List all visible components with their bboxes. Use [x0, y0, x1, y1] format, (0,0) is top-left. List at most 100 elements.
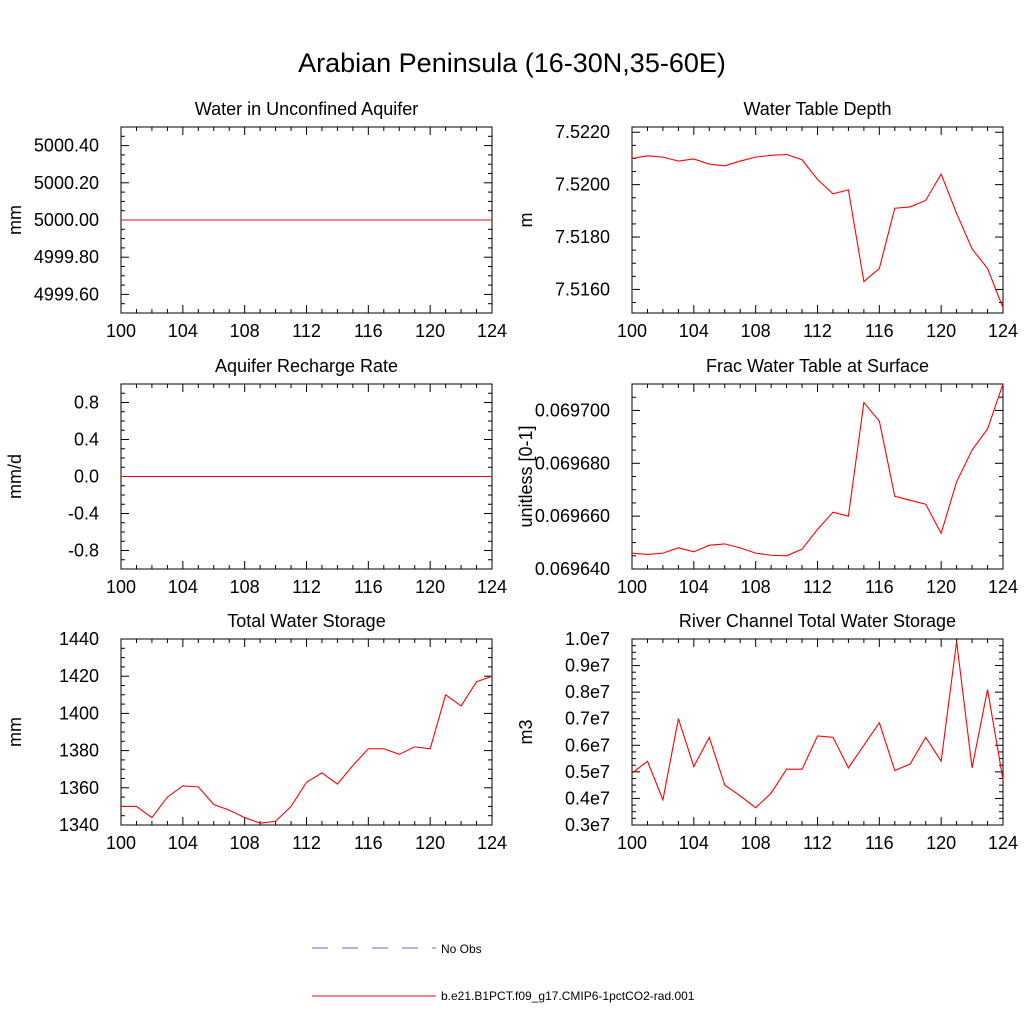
- y-tick-label: 0.9e7: [565, 656, 610, 676]
- y-axis-label: mm: [5, 205, 25, 235]
- panel-title: Water in Unconfined Aquifer: [195, 99, 418, 119]
- x-tick-label: 112: [803, 833, 832, 853]
- y-axis-label: unitless [0-1]: [516, 425, 536, 527]
- series-line: [631, 641, 1004, 809]
- y-tick-label: -0.4: [68, 504, 99, 524]
- x-tick-label: 104: [679, 833, 709, 853]
- x-tick-label: 104: [168, 577, 198, 597]
- series-line: [631, 383, 1004, 557]
- chart-panel-2: Water Table Depth m 100 104 108 112 116 120 124 7…: [516, 99, 1018, 341]
- y-tick-label: 0.7e7: [565, 709, 610, 729]
- plot-frame: [631, 126, 1004, 314]
- y-tick-label: 7.5200: [555, 175, 610, 195]
- y-tick-label: 4999.60: [34, 284, 99, 304]
- x-tick-label: 120: [926, 833, 956, 853]
- x-tick-label: 124: [988, 321, 1018, 341]
- y-axis-label: mm: [5, 717, 25, 747]
- y-tick-label: 1.0e7: [565, 629, 610, 649]
- y-tick-label: 1440: [59, 629, 99, 649]
- y-tick-label: 0.3e7: [565, 815, 610, 835]
- y-axis-label: m3: [516, 719, 536, 744]
- panel-title: River Channel Total Water Storage: [679, 611, 956, 631]
- y-tick-label: 0.069640: [535, 559, 610, 579]
- y-tick-label: 1340: [59, 815, 99, 835]
- x-tick-label: 104: [679, 321, 709, 341]
- y-tick-label: 7.5160: [555, 279, 610, 299]
- y-tick-label: 0.069700: [535, 400, 610, 420]
- y-tick-label: 5000.00: [34, 210, 99, 230]
- chart-panel-3: Aquifer Recharge Rate mm/d 100 104 108 112 116…: [5, 356, 507, 597]
- x-tick-label: 104: [168, 833, 198, 853]
- x-tick-label: 100: [617, 833, 647, 853]
- x-tick-label: 108: [230, 577, 260, 597]
- y-axis-label: m: [516, 213, 536, 228]
- x-tick-label: 116: [354, 577, 383, 597]
- x-tick-label: 112: [803, 577, 832, 597]
- x-tick-label: 108: [741, 321, 771, 341]
- chart-panel-1: Water in Unconfined Aquifer mm 100 104 108 11…: [5, 99, 507, 341]
- x-tick-label: 112: [292, 321, 321, 341]
- x-tick-label: 104: [679, 577, 709, 597]
- chart-panel-4: Frac Water Table at Surface unitless [0-1…: [516, 356, 1018, 597]
- x-tick-label: 120: [415, 321, 445, 341]
- y-tick-label: 5000.40: [34, 136, 99, 156]
- x-tick-label: 108: [741, 577, 771, 597]
- x-tick-label: 104: [168, 321, 198, 341]
- chart-panel-6: River Channel Total Water Storage m3 100 10…: [516, 611, 1018, 853]
- legend: No Obs b.e21.B1PCT.f09_g17.CMIP6-1pctCO2…: [312, 942, 695, 1003]
- x-tick-label: 116: [354, 321, 383, 341]
- x-tick-label: 124: [988, 833, 1018, 853]
- y-tick-label: 0.8: [74, 393, 99, 413]
- y-tick-label: 4999.80: [34, 247, 99, 267]
- x-tick-label: 116: [865, 833, 894, 853]
- x-tick-label: 100: [106, 577, 136, 597]
- x-tick-label: 120: [415, 833, 445, 853]
- y-tick-label: 0.4e7: [565, 788, 610, 808]
- plot-frame: [631, 638, 1004, 826]
- x-tick-label: 116: [865, 321, 894, 341]
- x-tick-label: 124: [477, 321, 507, 341]
- y-tick-label: 7.5220: [555, 122, 610, 142]
- y-tick-label: 1420: [59, 666, 99, 686]
- legend-model-label: b.e21.B1PCT.f09_g17.CMIP6-1pctCO2-rad.00…: [441, 989, 695, 1003]
- x-tick-label: 112: [292, 833, 321, 853]
- x-tick-label: 112: [803, 321, 832, 341]
- chart-panels: Water in Unconfined Aquifer mm 100 104 108 11…: [5, 99, 1018, 853]
- y-tick-label: 0.069680: [535, 453, 610, 473]
- y-tick-label: 7.5180: [555, 227, 610, 247]
- x-tick-label: 108: [230, 833, 260, 853]
- x-tick-label: 108: [230, 321, 260, 341]
- y-tick-label: 0.8e7: [565, 682, 610, 702]
- y-tick-label: 5000.20: [34, 173, 99, 193]
- x-tick-label: 112: [292, 577, 321, 597]
- x-tick-label: 124: [477, 833, 507, 853]
- x-tick-label: 100: [617, 577, 647, 597]
- y-tick-label: 0.0: [74, 467, 99, 487]
- y-tick-label: 0.4: [74, 430, 99, 450]
- y-tick-label: -0.8: [68, 541, 99, 561]
- figure-title: Arabian Peninsula (16-30N,35-60E): [298, 48, 726, 78]
- x-tick-label: 100: [106, 833, 136, 853]
- panel-title: Aquifer Recharge Rate: [215, 356, 398, 376]
- x-tick-label: 124: [477, 577, 507, 597]
- series-line: [121, 675, 493, 824]
- y-tick-label: 0.6e7: [565, 735, 610, 755]
- chart-panel-5: Total Water Storage mm 100 104 108 112 116 120 1…: [5, 611, 507, 853]
- y-tick-label: 1360: [59, 778, 99, 798]
- panel-title: Frac Water Table at Surface: [706, 356, 929, 376]
- x-tick-label: 100: [106, 321, 136, 341]
- x-tick-label: 116: [865, 577, 894, 597]
- y-tick-label: 1400: [59, 703, 99, 723]
- x-tick-label: 120: [926, 577, 956, 597]
- x-tick-label: 108: [741, 833, 771, 853]
- y-tick-label: 1380: [59, 741, 99, 761]
- y-tick-label: 0.069660: [535, 506, 610, 526]
- y-tick-label: 0.5e7: [565, 762, 610, 782]
- plot-frame: [120, 638, 493, 826]
- series-line: [631, 153, 1004, 308]
- plot-frame: [631, 383, 1004, 570]
- x-tick-label: 100: [617, 321, 647, 341]
- y-axis-label: mm/d: [5, 454, 25, 499]
- legend-obs-label: No Obs: [441, 942, 482, 956]
